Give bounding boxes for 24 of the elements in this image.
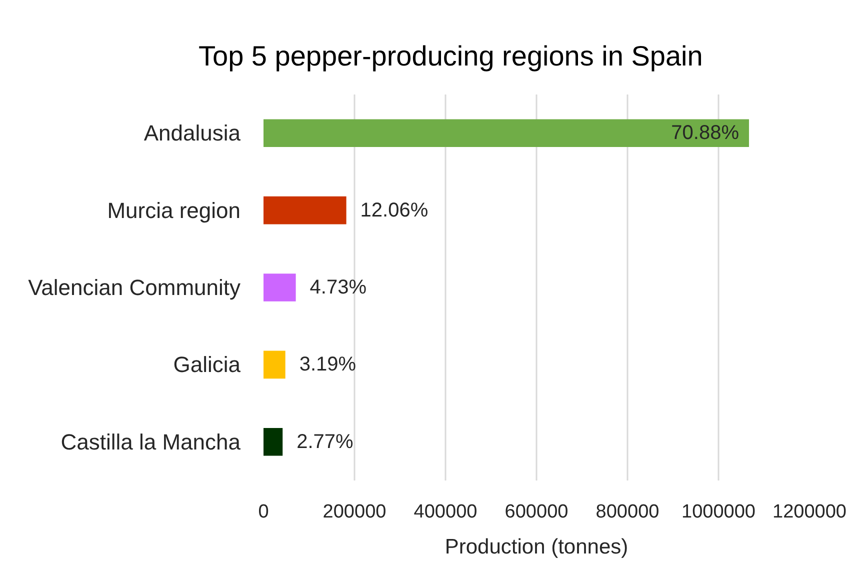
chart-title: Top 5 pepper-producing regions in Spain [198, 40, 703, 72]
y-tick-label: Galicia [173, 352, 242, 378]
bar [264, 274, 296, 302]
annotation: 2.77% [296, 430, 354, 453]
annotation: 3.19% [299, 354, 356, 376]
annotation: 12.06% [360, 199, 428, 222]
x-tick-label: 1200000 [772, 502, 846, 522]
bar [264, 196, 346, 224]
annotation: 70.88% [671, 122, 740, 144]
x-tick-label: 800000 [596, 502, 660, 522]
annotation: 4.73% [310, 276, 367, 298]
x-tick-label: 200000 [322, 502, 386, 522]
x-tick-label: 400000 [414, 502, 478, 522]
y-tick-label: Castilla la Mancha [60, 429, 242, 454]
bar [264, 350, 286, 379]
bar [264, 119, 749, 147]
x-tick-label: 1000000 [682, 502, 756, 522]
x-tick-label: 0 [258, 502, 269, 522]
x-axis-title: Production (tonnes) [444, 536, 628, 558]
bar [264, 428, 283, 456]
y-tick-label: Valencian Community [28, 275, 241, 300]
x-tick-label: 600000 [504, 502, 568, 522]
y-tick-label: Andalusia [144, 120, 242, 146]
y-tick-label: Murcia region [107, 198, 241, 223]
